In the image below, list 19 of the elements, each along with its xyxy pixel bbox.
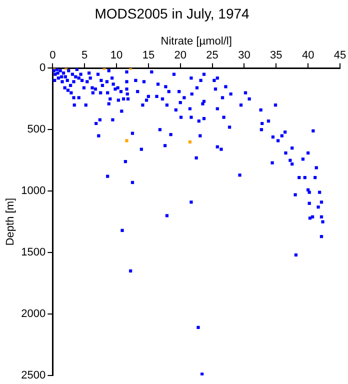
y-tick-label: 1000	[21, 185, 46, 198]
y-tick-label: 2500	[21, 369, 46, 382]
x-tick-label: 25	[206, 50, 218, 62]
x-tick-label: 10	[110, 50, 123, 62]
x-tick-label: 40	[302, 50, 314, 62]
x-tick-label: 5	[82, 50, 88, 62]
chart-title: MODS2005 in July, 1974	[94, 5, 250, 22]
y-tick-label: 500	[27, 124, 46, 136]
y-tick-label: 1500	[21, 246, 46, 259]
y-axis-title: Depth [m]	[4, 198, 17, 246]
x-axis-title: Nitrate [µmol/l]	[160, 35, 232, 48]
x-tick-label: 30	[238, 50, 250, 62]
y-tick-label: 0	[40, 62, 46, 74]
x-tick-label: 45	[334, 50, 346, 62]
x-tick-label: 0	[50, 50, 56, 62]
x-tick-label: 20	[174, 50, 186, 62]
y-tick-label: 2000	[21, 308, 46, 320]
x-tick-label: 15	[142, 50, 155, 62]
x-tick-label: 35	[270, 50, 282, 62]
